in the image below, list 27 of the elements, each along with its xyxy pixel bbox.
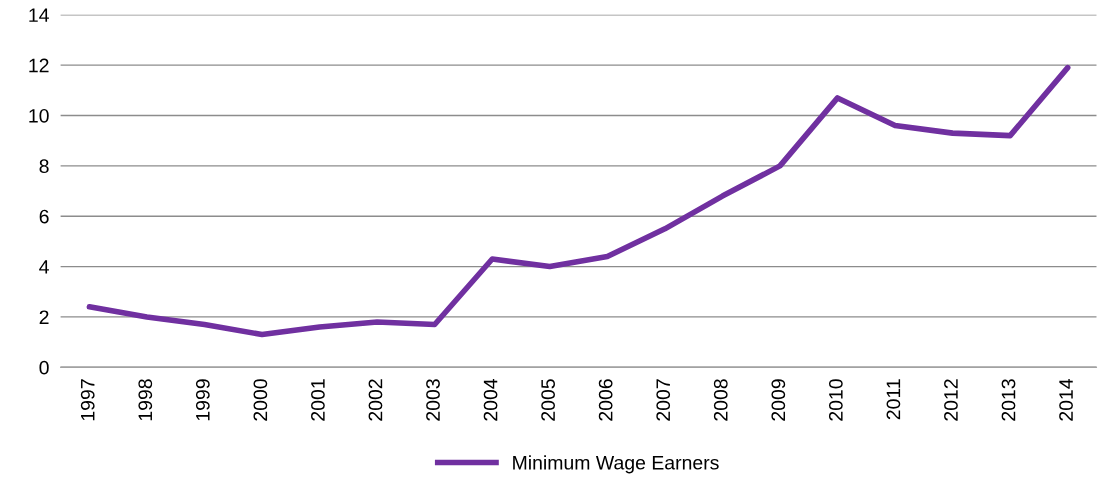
x-tick-label: 2006 <box>598 379 613 421</box>
legend-label: Minimum Wage Earners <box>513 455 719 474</box>
x-tick-label: 2002 <box>368 379 383 421</box>
y-tick-label: 10 <box>29 108 49 123</box>
y-tick-label: 2 <box>39 310 49 324</box>
x-tick-label: 2011 <box>886 379 901 420</box>
y-tick-label: 4 <box>39 260 49 274</box>
x-tick-label: 1998 <box>138 379 153 421</box>
x-tick-label: 2001 <box>311 379 325 421</box>
y-tick-label: 6 <box>39 209 49 224</box>
x-tick-label: 2008 <box>713 379 728 421</box>
x-tick-label: 1999 <box>195 379 210 421</box>
x-tick-label: 2013 <box>1001 379 1016 421</box>
x-tick-label: 2014 <box>1059 378 1073 421</box>
x-tick-label: 2000 <box>253 379 268 421</box>
x-tick-label: 2003 <box>426 379 440 421</box>
y-tick-label: 8 <box>39 159 49 174</box>
x-tick-label: 1997 <box>80 379 95 421</box>
y-tick-label: 14 <box>29 8 49 22</box>
x-tick-label: 2010 <box>828 379 843 421</box>
y-tick-label: 12 <box>29 58 49 73</box>
x-tick-label: 2005 <box>541 379 555 421</box>
x-tick-label: 2012 <box>944 379 958 421</box>
x-tick-label: 2007 <box>656 379 671 421</box>
x-tick-label: 2009 <box>771 379 786 421</box>
y-tick-label: 0 <box>39 360 49 375</box>
x-tick-label: 2004 <box>483 378 498 421</box>
